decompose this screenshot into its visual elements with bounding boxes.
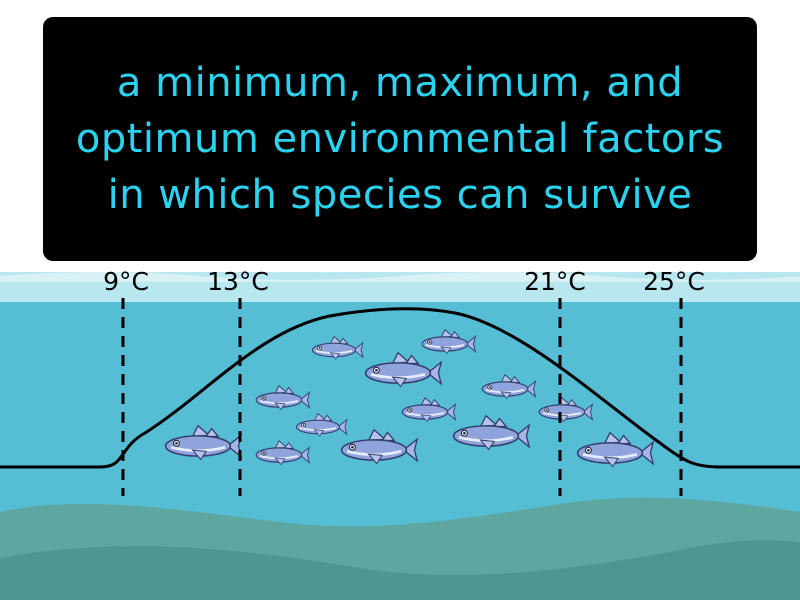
fish [481,373,537,400]
fish [255,439,311,466]
fish [164,424,243,461]
fish [576,431,655,468]
fish [295,412,348,437]
fish [538,396,594,423]
caption-box: a minimum, maximum, and optimum environm… [43,17,757,261]
tolerance-curve [0,307,800,469]
water-surface-ripple [0,272,800,282]
fish [340,428,419,465]
temp-label-max: 25°C [643,267,705,296]
temp-label-min: 9°C [103,267,149,296]
fish [364,351,443,388]
temp-label-optimum-high: 21°C [524,267,586,296]
temperature-marker-lines [121,298,683,496]
fish [421,328,477,355]
seabed-front [0,540,800,600]
fish-school [164,328,655,468]
temp-label-optimum-low: 13°C [207,267,269,296]
fish [255,384,311,411]
fish [311,335,364,360]
fish [452,414,531,451]
fish [401,396,457,423]
caption-text: a minimum, maximum, and optimum environm… [75,60,725,218]
